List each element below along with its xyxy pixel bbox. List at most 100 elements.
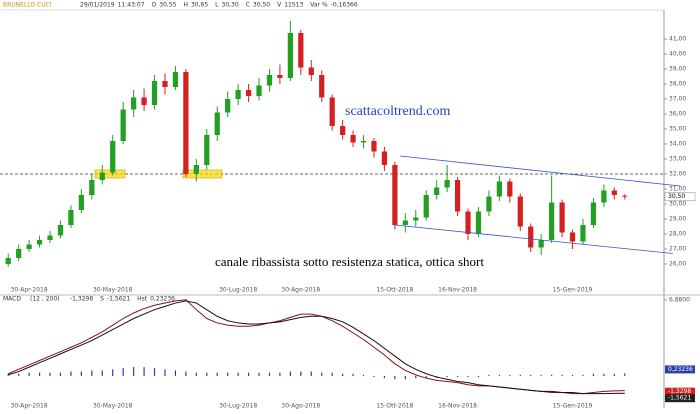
candle-body <box>5 258 11 264</box>
last-price-label: 30,50 <box>668 193 685 200</box>
candle-body <box>413 217 419 221</box>
histogram-bar <box>206 372 208 376</box>
value-box <box>665 387 695 396</box>
histogram-bar <box>268 372 271 376</box>
candle-body <box>538 240 544 248</box>
histogram-bar <box>551 374 553 376</box>
x-tick-label: 30-Apr-2018 <box>11 403 48 410</box>
y-tick-label: 41,00 <box>669 36 686 43</box>
candle-body <box>434 187 440 195</box>
histogram-bar <box>101 370 103 376</box>
histogram-bar <box>603 373 605 376</box>
candle-body <box>298 33 304 68</box>
candle-body <box>151 81 158 105</box>
histogram-bar <box>185 371 187 376</box>
trend-line <box>400 155 681 187</box>
y-tick-label: 35,00 <box>669 126 686 133</box>
y-tick-label: 38,00 <box>669 81 686 88</box>
value-label: -1,5621 <box>668 395 691 402</box>
header-label: Var % <box>310 2 328 9</box>
macd-line <box>8 300 625 395</box>
histogram-bar <box>195 372 197 376</box>
y-tick-label: 40,00 <box>669 51 686 58</box>
histogram-bar <box>571 374 574 376</box>
histogram-bar <box>530 374 532 376</box>
header-value: 30,65 <box>191 2 208 9</box>
header-value: -1,3298 <box>70 296 93 303</box>
histogram-bar <box>415 375 417 379</box>
x-tick-label: 30-Lug-2018 <box>219 287 257 294</box>
candle-body <box>517 196 523 227</box>
header-value: 30,50 <box>253 2 270 9</box>
candle-body <box>350 135 356 143</box>
candle-body <box>183 72 189 174</box>
candle-body <box>287 33 293 78</box>
candle-body <box>78 195 84 210</box>
histogram-bar <box>362 374 365 376</box>
histogram-bar <box>383 375 386 379</box>
candle-body <box>89 180 95 195</box>
header-label: L <box>215 2 219 9</box>
header-label: 29/01/2019 <box>80 2 115 9</box>
histogram-bar <box>28 372 30 376</box>
last-price-box <box>664 192 696 201</box>
candle-body <box>99 172 105 180</box>
histogram-bar <box>582 374 584 376</box>
candle-body <box>225 99 231 113</box>
candle-body <box>580 225 586 242</box>
histogram-bar <box>477 375 480 378</box>
trend-line <box>394 224 673 254</box>
header-value: 11513 <box>284 2 303 9</box>
header-label: S <box>100 296 104 303</box>
y-tick-label: 37,00 <box>669 96 686 103</box>
histogram-bar <box>592 373 595 376</box>
histogram-bar <box>624 373 626 376</box>
x-tick-label: 15-Gen-2019 <box>553 287 593 294</box>
candle-body <box>214 112 220 135</box>
histogram-bar <box>133 367 135 376</box>
histogram-bar <box>59 372 62 376</box>
histogram-bar <box>425 375 427 379</box>
histogram-bar <box>321 372 323 376</box>
candle-body <box>465 211 471 234</box>
histogram-bar <box>49 372 51 376</box>
header-value: 0,23236 <box>150 296 175 303</box>
value-label: -1,3298 <box>668 388 691 395</box>
candle-body <box>36 240 43 245</box>
header-value: 30,55 <box>159 2 176 9</box>
candle-body <box>57 225 64 236</box>
watermark: scattacoltrend.com <box>345 104 450 119</box>
histogram-bar <box>289 371 291 376</box>
candle-body <box>475 211 482 234</box>
candle-body <box>245 90 252 96</box>
histogram-bar <box>18 373 20 376</box>
candle-body <box>402 220 408 225</box>
histogram-bar <box>373 375 375 378</box>
macd-params: (12 , 200) <box>30 296 60 303</box>
x-tick-label: 15-Gen-2019 <box>553 403 593 410</box>
histogram-bar <box>310 371 312 376</box>
candle-body <box>308 67 314 75</box>
histogram-bar <box>279 372 281 376</box>
histogram-bar <box>216 372 218 376</box>
candle-body <box>559 202 565 233</box>
chart-title: BRUNELLO CUCI <box>3 2 52 9</box>
histogram-bar <box>227 372 229 376</box>
y-tick-label: 26,00 <box>669 261 686 268</box>
x-tick-label: 16-Nov-2018 <box>438 287 477 294</box>
y-tick-label: 28,00 <box>669 231 686 238</box>
header-value: -0,16366 <box>331 2 358 9</box>
histogram-bar <box>509 374 511 376</box>
histogram-bar <box>404 375 406 380</box>
header-value: 30,30 <box>222 2 239 9</box>
candle-body <box>392 165 398 225</box>
header-label: O <box>152 2 157 9</box>
candle-body <box>423 195 429 218</box>
histogram-bar <box>247 372 250 376</box>
candle-body <box>120 109 126 141</box>
candle-body <box>444 180 450 188</box>
x-tick-label: 30-Apr-2018 <box>11 287 48 294</box>
candle-body <box>496 181 502 197</box>
x-tick-label: 15-Ott-2018 <box>376 403 413 410</box>
